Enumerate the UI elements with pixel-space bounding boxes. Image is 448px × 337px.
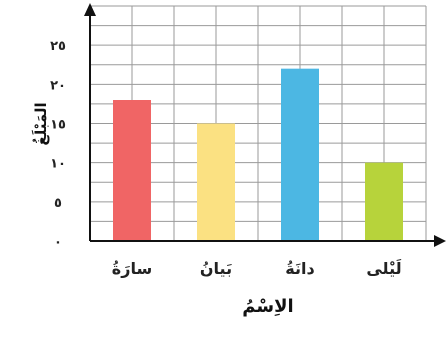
bar <box>197 123 235 241</box>
axes <box>84 3 446 247</box>
x-tick-label: لَيْلى <box>366 258 402 278</box>
x-tick-label: سارَةُ <box>112 259 152 278</box>
bar <box>365 162 403 241</box>
y-axis-label: المَبْلَغُ <box>32 102 50 145</box>
x-axis-arrow-icon <box>434 235 446 247</box>
x-tick-label: بَيانُ <box>200 259 232 278</box>
y-tick-label: ٥ <box>54 196 62 211</box>
y-tick-label: ١٥ <box>50 118 66 133</box>
bar <box>281 68 319 242</box>
bar <box>113 100 151 241</box>
y-tick-label: ٢٥ <box>50 39 66 54</box>
y-tick-labels: ٠ ٥ ١٠ ١٥ ٢٠ ٢٥ <box>50 39 66 250</box>
y-tick-label: ٠ <box>54 235 62 250</box>
y-axis-arrow-icon <box>84 3 96 16</box>
x-tick-labels: سارَةُ بَيانُ دانَةُ لَيْلى <box>112 258 402 278</box>
y-tick-label: ٢٠ <box>50 78 66 93</box>
x-axis-label: الاِسْمُ <box>242 296 293 317</box>
y-tick-label: ١٠ <box>50 157 66 172</box>
x-tick-label: دانَةُ <box>285 259 314 278</box>
bars <box>113 68 403 242</box>
